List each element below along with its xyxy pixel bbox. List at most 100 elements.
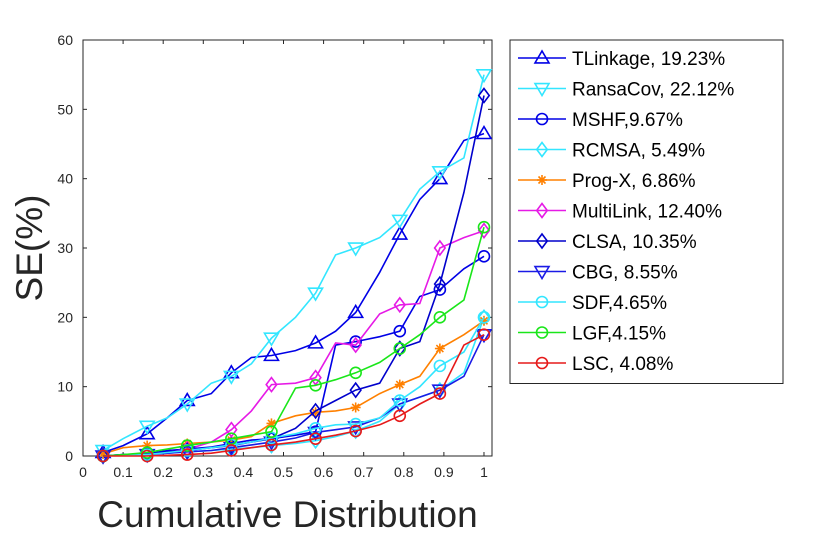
x-tick-label: 0.6 — [314, 464, 334, 480]
legend-label: Prog-X, 6.86% — [572, 171, 696, 192]
series-point — [393, 409, 407, 423]
legend-label: MultiLink, 12.40% — [572, 202, 722, 223]
asterisk-stroke — [537, 175, 547, 185]
legend-label: TLinkage, 19.23% — [572, 49, 725, 70]
series-point — [309, 402, 322, 420]
series-line — [102, 226, 485, 457]
legend-entry: LSC, 4.08% — [518, 354, 673, 375]
series-point — [433, 311, 447, 324]
x-tick-label: 0.2 — [153, 464, 173, 480]
legend-label: CLSA, 10.35% — [572, 232, 697, 253]
series-line — [102, 255, 485, 457]
legend-marker — [533, 82, 551, 98]
series-point — [433, 239, 447, 257]
series-point — [265, 376, 278, 393]
y-tick-label: 0 — [65, 448, 73, 464]
series-point — [178, 398, 196, 413]
legend-label: LSC, 4.08% — [572, 354, 673, 375]
legend-entry: SDF,4.65% — [518, 293, 667, 314]
legend-label: CBG, 8.55% — [572, 263, 678, 284]
series-point — [222, 370, 240, 385]
legend-entry: Prog-X, 6.86% — [518, 171, 696, 192]
series-point — [393, 296, 407, 314]
asterisk-stroke — [395, 380, 404, 389]
x-tick-label: 0.8 — [394, 464, 414, 480]
series-point — [477, 87, 491, 104]
legend-label: RCMSA, 5.49% — [572, 141, 705, 162]
y-tick-label: 40 — [57, 171, 73, 187]
series-point — [349, 366, 362, 380]
series-line — [102, 320, 485, 455]
series-point — [265, 425, 278, 439]
series-point — [349, 424, 362, 438]
series-line — [102, 316, 485, 457]
series-point — [477, 328, 491, 341]
series-point — [477, 250, 491, 263]
series-point — [391, 214, 409, 229]
series-point — [431, 166, 449, 181]
legend-box — [509, 39, 784, 384]
x-tick-label: 1 — [480, 464, 488, 480]
series-point — [433, 387, 447, 400]
legend-label: RansaCov, 22.12% — [572, 80, 734, 101]
y-axis-label: SE(%) — [9, 195, 50, 302]
axes-box — [82, 39, 493, 457]
x-tick-label: 0 — [79, 464, 87, 480]
series-point — [263, 346, 280, 362]
series-point — [349, 335, 362, 348]
x-tick-label: 0.5 — [274, 464, 294, 480]
plot-series — [94, 68, 493, 465]
legend-entry: MSHF,9.67% — [518, 110, 683, 131]
series-point — [349, 336, 362, 354]
series-point — [477, 311, 491, 324]
series-point — [434, 343, 445, 354]
asterisk-stroke — [435, 344, 444, 353]
series-point — [263, 332, 280, 347]
legend-label: SDF,4.65% — [572, 293, 667, 314]
series-point — [138, 425, 156, 440]
legend: TLinkage, 19.23% RansaCov, 22.12% MSHF,9.6… — [509, 39, 784, 384]
legend-entry: RansaCov, 22.12% — [518, 80, 734, 101]
series-point — [433, 359, 447, 373]
axes — [82, 39, 493, 457]
legend-entry: RCMSA, 5.49% — [518, 141, 705, 162]
x-tick-label: 0.9 — [434, 464, 454, 480]
series-point — [475, 125, 493, 140]
y-tick-label: 60 — [57, 32, 73, 48]
series-point — [225, 444, 238, 457]
legend-label: MSHF,9.67% — [572, 110, 683, 131]
asterisk-stroke — [267, 419, 276, 428]
x-tick-label: 0.4 — [234, 464, 254, 480]
legend-marker — [535, 295, 549, 309]
y-tick-label: 20 — [57, 309, 73, 325]
legend-marker — [535, 356, 549, 370]
series-point — [350, 402, 361, 413]
x-tick-label: 0.3 — [194, 464, 214, 480]
legend-entry: CLSA, 10.35% — [518, 232, 697, 253]
legend-entry: MultiLink, 12.40% — [518, 202, 722, 223]
series-point — [309, 432, 322, 445]
legend-entry: TLinkage, 19.23% — [518, 49, 725, 70]
series-point — [96, 449, 110, 463]
series-point — [431, 170, 449, 185]
series-point — [347, 303, 365, 319]
legend-label: LGF,4.15% — [572, 324, 666, 345]
series-point — [138, 420, 156, 435]
series-point — [180, 448, 194, 461]
series-point — [140, 446, 154, 459]
legend-marker — [533, 265, 551, 281]
series-point — [180, 439, 194, 452]
y-tick-label: 50 — [57, 101, 73, 117]
series-point — [349, 417, 362, 431]
series-point — [477, 222, 491, 240]
series-point — [393, 394, 407, 407]
series-point — [178, 446, 196, 461]
x-tick-label: 0.7 — [354, 464, 374, 480]
asterisk-stroke — [351, 403, 360, 412]
series-point — [307, 287, 324, 302]
legend-marker — [535, 112, 549, 126]
series-point — [391, 225, 409, 240]
series-point — [477, 220, 491, 234]
series-line — [102, 74, 485, 452]
